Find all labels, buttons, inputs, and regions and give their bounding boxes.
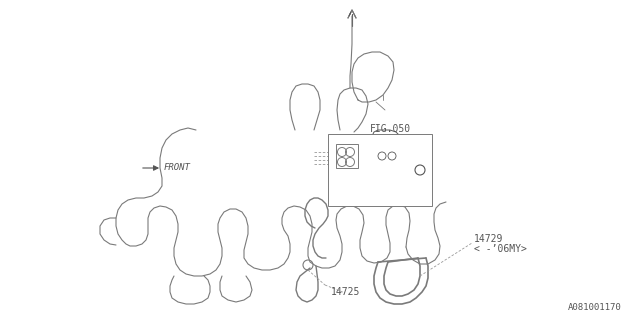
Text: FRONT: FRONT bbox=[164, 163, 191, 172]
Bar bbox=[336, 144, 358, 168]
Text: FIG.050: FIG.050 bbox=[370, 124, 411, 134]
Text: 14725: 14725 bbox=[332, 287, 361, 297]
Bar bbox=[328, 134, 432, 206]
Text: < -’06MY>: < -’06MY> bbox=[474, 244, 527, 254]
Text: A081001170: A081001170 bbox=[568, 303, 622, 312]
Text: 14729: 14729 bbox=[474, 234, 504, 244]
